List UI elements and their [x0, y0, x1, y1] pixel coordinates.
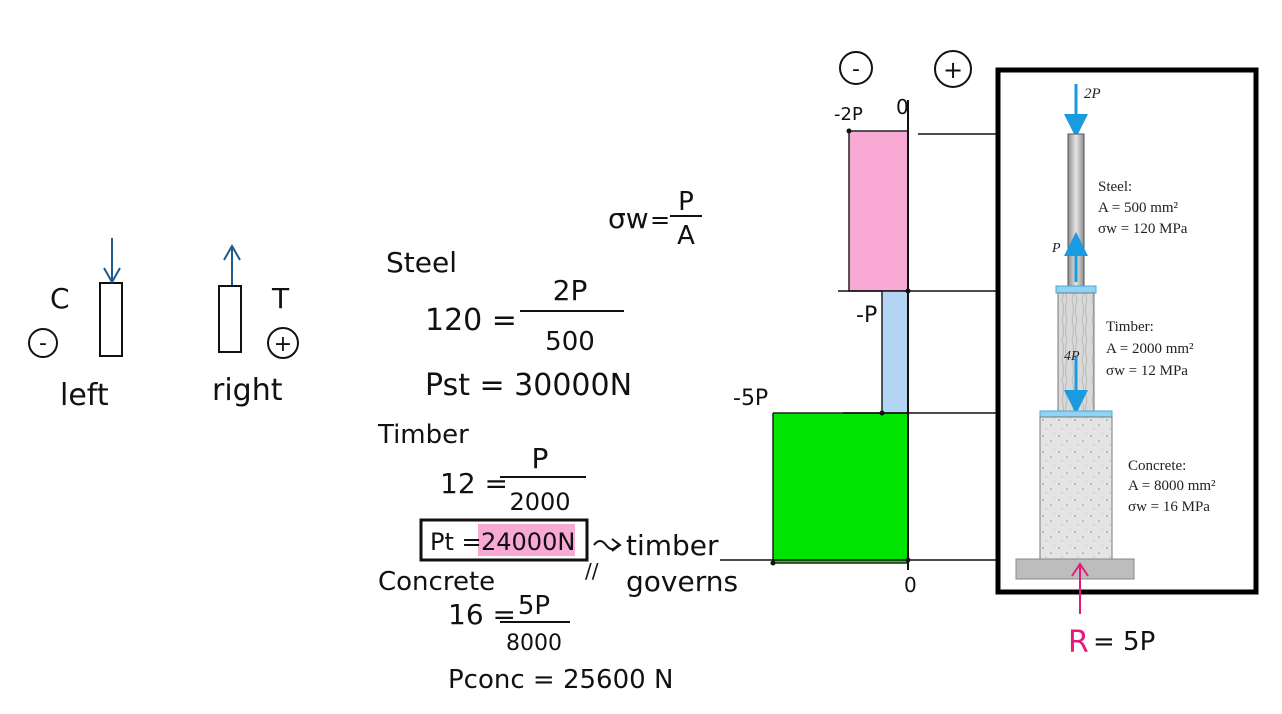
minus-circle-icon [28, 328, 58, 358]
formula-den: A [677, 221, 695, 251]
timber-result-highlight [478, 524, 575, 556]
positive-sign: + [943, 56, 963, 84]
concrete-calc: Concrete 16 = 5P 8000 Pconc = 25600 N [378, 567, 673, 695]
concrete-lhs: 16 = [448, 598, 516, 631]
steel-stress-label: σw = 120 MPa [1098, 221, 1188, 237]
concrete-result: Pconc = 25600 N [448, 665, 673, 695]
timber-num: P [532, 442, 549, 475]
concrete-den: 8000 [506, 631, 562, 656]
steel-p-label: P [1051, 241, 1061, 256]
concrete-pier [1039, 416, 1113, 560]
reaction-force: R = 5P [1068, 562, 1155, 660]
timber-force-segment [882, 291, 908, 413]
tension-sign: + [274, 332, 292, 357]
steel-result: Pst = 30000N [425, 368, 632, 403]
concrete-material-label: Concrete: [1128, 458, 1186, 474]
timber-note-line1: timber [626, 529, 719, 562]
steel-heading: Steel [386, 246, 457, 279]
formula-num: P [678, 187, 694, 217]
negative-circle-icon [839, 51, 873, 85]
formula-eq: = [650, 206, 670, 234]
bottom-zero-label: 0 [904, 573, 917, 597]
plus-circle-icon [267, 327, 299, 359]
timber-4p-label: 4P [1064, 349, 1080, 364]
force-diagram: - + -2P 0 -P -5P 0 [720, 50, 1068, 597]
low-label: -5P [733, 386, 768, 411]
compression-side: left [60, 378, 109, 413]
timber-lhs: 12 = [440, 467, 508, 500]
timber-note-line2: governs [626, 565, 738, 598]
top-left-label: -2P [834, 104, 863, 125]
steel-force-segment [849, 131, 908, 291]
timber-concrete-plate [1039, 410, 1113, 418]
compression-member: C - left [28, 238, 123, 413]
tension-bar-icon [218, 285, 242, 353]
timber-stress-label: σw = 12 MPa [1106, 363, 1188, 379]
steel-timber-plate [1055, 285, 1097, 294]
timber-area-label: A = 2000 mm² [1106, 341, 1194, 357]
tension-member: T + right [212, 243, 299, 408]
steel-area-label: A = 500 mm² [1098, 200, 1179, 216]
timber-result-label: Pt = [430, 528, 482, 556]
tension-side: right [212, 373, 283, 408]
steel-lhs: 120 = [425, 303, 517, 338]
stress-formula: σw = P A [608, 187, 702, 251]
timber-result-box [419, 518, 589, 562]
timber-result-value: 24000N [481, 528, 575, 556]
column-figure: 2P P 4P Steel: A = 500 mm² σw = 120 MPa … [995, 67, 1259, 595]
steel-den: 500 [545, 327, 595, 357]
steel-calc: Steel 120 = 2P 500 Pst = 30000N [386, 246, 632, 403]
mid-label: -P [856, 303, 877, 328]
top-load-label: 2P [1084, 86, 1101, 102]
concrete-area-label: A = 8000 mm² [1128, 478, 1216, 494]
reaction-label: R [1068, 625, 1089, 660]
concrete-num: 5P [518, 591, 550, 621]
concrete-heading: Concrete [378, 567, 495, 597]
timber-check-mark: // [585, 559, 599, 583]
sign-convention: C - left T + right [28, 238, 299, 413]
timber-calc: Timber 12 = P 2000 Pt = 24000N // timber… [377, 420, 738, 598]
compression-bar-icon [99, 282, 123, 357]
negative-sign: - [852, 57, 860, 82]
steel-num: 2P [553, 274, 588, 307]
steel-material-label: Steel: [1098, 179, 1132, 195]
tension-letter: T [271, 282, 290, 315]
concrete-stress-label: σw = 16 MPa [1128, 499, 1210, 515]
top-zero-label: 0 [896, 95, 909, 119]
concrete-force-segment [773, 413, 908, 563]
squiggle-arrow-icon [593, 540, 619, 550]
reaction-value: = 5P [1093, 627, 1155, 657]
ground-base [1015, 558, 1135, 580]
compression-sign: - [39, 331, 47, 356]
formula-lhs: σw [608, 202, 649, 235]
timber-den: 2000 [509, 488, 570, 516]
timber-heading: Timber [377, 420, 469, 450]
positive-circle-icon [934, 50, 972, 88]
timber-material-label: Timber: [1106, 319, 1154, 335]
compression-letter: C [50, 282, 70, 315]
